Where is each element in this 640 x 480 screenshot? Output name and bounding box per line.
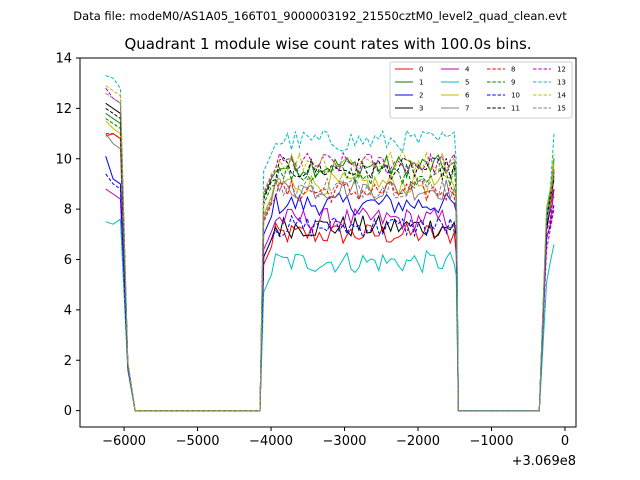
chart-suptitle: Data file: modeM0/AS1A05_166T01_90000031… — [73, 9, 567, 23]
y-tick-label: 8 — [64, 203, 72, 218]
series-line-3 — [105, 102, 555, 412]
series-line-0 — [105, 133, 555, 412]
y-tick-label: 12 — [55, 102, 72, 117]
series-line-11 — [105, 107, 555, 412]
plot-area — [105, 75, 555, 412]
series-line-14 — [105, 85, 555, 412]
x-offset-label: +3.069e8 — [512, 454, 576, 469]
legend-label-0: 0 — [419, 66, 423, 74]
y-tick-label: 14 — [55, 52, 72, 67]
series-line-8 — [105, 133, 555, 412]
legend-label-12: 12 — [557, 66, 566, 74]
x-tick-label: 0 — [561, 434, 569, 449]
legend-label-13: 13 — [557, 79, 566, 87]
series-line-15 — [105, 92, 555, 412]
legend-label-7: 7 — [465, 105, 469, 113]
legend-label-14: 14 — [557, 92, 566, 100]
series-line-9 — [105, 118, 555, 412]
series-line-10 — [105, 173, 555, 412]
y-tick-label: 2 — [64, 354, 72, 369]
y-tick-label: 10 — [55, 152, 72, 167]
x-tick-label: −3000 — [323, 434, 367, 449]
axes-frame — [79, 57, 577, 428]
x-tick-label: −6000 — [102, 434, 146, 449]
series-line-6 — [105, 120, 555, 412]
x-tick-label: −5000 — [176, 434, 220, 449]
legend-label-6: 6 — [465, 92, 470, 100]
legend-label-8: 8 — [511, 66, 515, 74]
legend-label-5: 5 — [465, 79, 469, 87]
legend-label-3: 3 — [419, 105, 423, 113]
y-tick-label: 0 — [64, 404, 72, 419]
series-line-7 — [105, 133, 555, 412]
x-tick-label: −1000 — [470, 434, 514, 449]
series-line-2 — [105, 156, 555, 412]
legend-label-11: 11 — [511, 105, 520, 113]
series-line-12 — [105, 87, 555, 412]
legend-label-10: 10 — [511, 92, 520, 100]
legend-label-4: 4 — [465, 66, 470, 74]
chart-title: Quadrant 1 module wise count rates with … — [124, 35, 531, 53]
y-tick-label: 4 — [64, 303, 72, 318]
x-axis: −6000 −5000 −4000 −3000 −2000 −1000 0 — [102, 427, 569, 449]
legend-label-15: 15 — [557, 105, 566, 113]
series-line-13 — [105, 75, 555, 412]
y-axis: 0 2 4 6 8 10 12 14 — [55, 52, 80, 419]
x-tick-label: −2000 — [396, 434, 440, 449]
x-tick-label: −4000 — [249, 434, 293, 449]
y-tick-label: 6 — [64, 253, 72, 268]
legend-label-2: 2 — [419, 92, 423, 100]
series-line-5 — [105, 218, 555, 412]
series-line-4 — [105, 188, 555, 412]
legend-label-9: 9 — [511, 79, 515, 87]
legend-label-1: 1 — [419, 79, 423, 87]
legend-box — [389, 61, 573, 119]
